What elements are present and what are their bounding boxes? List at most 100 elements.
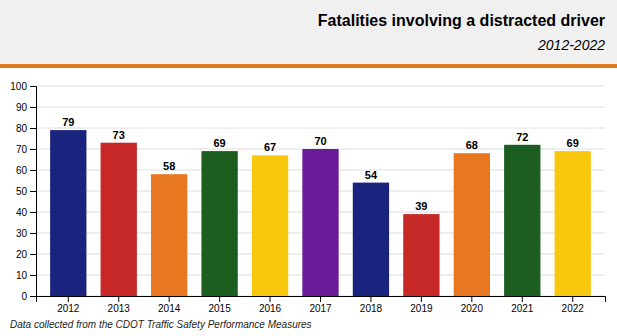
tick-label: 2022 [562, 303, 585, 314]
data-label: 72 [516, 131, 528, 143]
tick-label: 60 [16, 165, 28, 176]
y-tick: 20 [16, 249, 36, 260]
tick-label: 2012 [57, 303, 80, 314]
data-labels: 79 73 58 69 67 70 54 39 68 72 69 [62, 116, 579, 212]
tick-mark [68, 296, 69, 302]
x-tick: 2012 [57, 296, 80, 314]
tick-mark [169, 296, 170, 302]
axis-line [37, 297, 606, 303]
tick-mark [30, 233, 36, 234]
x-tick: 2022 [562, 296, 585, 314]
bar [353, 183, 389, 296]
header-background [0, 0, 617, 64]
grid-line [36, 86, 605, 87]
tick-mark [30, 212, 36, 213]
tick-label: 2017 [309, 303, 332, 314]
bar [454, 153, 490, 296]
tick-mark [30, 128, 36, 129]
bar [403, 214, 439, 296]
tick-label: 2019 [410, 303, 433, 314]
data-label: 58 [163, 160, 175, 172]
footer-note: Data collected from the CDOT Traffic Saf… [10, 319, 312, 330]
data-label: 69 [567, 137, 579, 149]
y-tick: 90 [16, 102, 36, 113]
tick-mark [30, 170, 36, 171]
y-tick: 0 [21, 291, 36, 302]
data-label: 79 [62, 116, 74, 128]
plot: 2012 2013 2014 2015 2016 2017 2018 2019 2020 2021… [10, 81, 605, 314]
bar [504, 145, 540, 296]
y-tick: 80 [16, 123, 36, 134]
bars [50, 130, 591, 296]
tick-mark [30, 296, 36, 297]
data-label: 39 [415, 200, 427, 212]
tick-label: 70 [16, 144, 28, 155]
tick-mark [572, 296, 573, 302]
tick-mark [219, 296, 220, 302]
x-tick: 2019 [410, 296, 433, 314]
y-tick: 30 [16, 228, 36, 239]
bar [151, 174, 187, 296]
tick-label: 0 [21, 291, 27, 302]
data-label: 69 [213, 137, 225, 149]
x-tick: 2018 [360, 296, 383, 314]
bar [50, 130, 86, 296]
bar [201, 151, 237, 296]
x-tick: 2021 [511, 296, 534, 314]
x-tick: 2015 [208, 296, 231, 314]
tick-mark [270, 296, 271, 302]
tick-mark [30, 149, 36, 150]
chart: Fatalities involving a distracted driver… [0, 0, 617, 336]
y-axis: 0 10 20 30 40 50 60 70 80 90 100 [10, 81, 36, 302]
y-tick: 50 [16, 186, 36, 197]
y-tick: 40 [16, 207, 36, 218]
tick-label: 90 [16, 102, 28, 113]
header-stripe [0, 64, 617, 68]
tick-label: 2020 [461, 303, 484, 314]
data-label: 70 [314, 135, 326, 147]
tick-mark [471, 296, 472, 302]
tick-label: 2016 [259, 303, 282, 314]
y-tick: 10 [16, 270, 36, 281]
tick-label: 10 [16, 270, 28, 281]
tick-label: 50 [16, 186, 28, 197]
tick-mark [30, 254, 36, 255]
bar [252, 155, 288, 296]
tick-label: 2015 [208, 303, 231, 314]
x-axis: 2012 2013 2014 2015 2016 2017 2018 2019 2020 2021… [37, 296, 606, 314]
tick-mark [30, 191, 36, 192]
tick-label: 2021 [511, 303, 534, 314]
y-tick: 70 [16, 144, 36, 155]
y-tick: 60 [16, 165, 36, 176]
tick-mark [30, 86, 36, 87]
x-tick: 2014 [158, 296, 181, 314]
tick-label: 2014 [158, 303, 181, 314]
bar [555, 151, 591, 296]
data-label: 73 [113, 129, 125, 141]
subtitle: 2012-2022 [537, 37, 605, 53]
tick-label: 80 [16, 123, 28, 134]
data-label: 68 [466, 139, 478, 151]
tick-mark [522, 296, 523, 302]
tick-mark [370, 296, 371, 302]
y-tick: 100 [10, 81, 36, 92]
tick-label: 20 [16, 249, 28, 260]
tick-label: 100 [10, 81, 27, 92]
tick-mark [30, 107, 36, 108]
x-tick: 2020 [461, 296, 484, 314]
data-label: 54 [365, 169, 378, 181]
axis-line [30, 87, 37, 297]
tick-mark [320, 296, 321, 302]
x-tick: 2017 [309, 296, 332, 314]
bar [302, 149, 338, 296]
x-tick: 2013 [108, 296, 131, 314]
tick-label: 2013 [108, 303, 131, 314]
title: Fatalities involving a distracted driver [318, 12, 605, 29]
tick-mark [118, 296, 119, 302]
tick-label: 2018 [360, 303, 383, 314]
tick-mark [30, 275, 36, 276]
data-label: 67 [264, 141, 276, 153]
x-tick: 2016 [259, 296, 282, 314]
grid [36, 86, 605, 296]
tick-mark [421, 296, 422, 302]
